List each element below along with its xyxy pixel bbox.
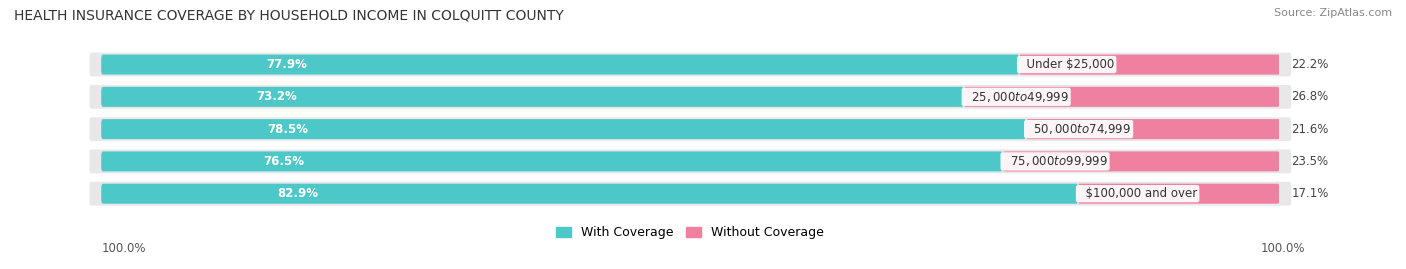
FancyBboxPatch shape	[1078, 184, 1279, 204]
Text: 76.5%: 76.5%	[263, 155, 305, 168]
Text: 82.9%: 82.9%	[277, 187, 318, 200]
Text: 23.5%: 23.5%	[1291, 155, 1329, 168]
FancyBboxPatch shape	[101, 87, 963, 107]
FancyBboxPatch shape	[101, 119, 1026, 139]
Text: HEALTH INSURANCE COVERAGE BY HOUSEHOLD INCOME IN COLQUITT COUNTY: HEALTH INSURANCE COVERAGE BY HOUSEHOLD I…	[14, 8, 564, 22]
FancyBboxPatch shape	[90, 150, 1291, 173]
FancyBboxPatch shape	[101, 55, 1019, 75]
Text: $75,000 to $99,999: $75,000 to $99,999	[1002, 154, 1108, 168]
Text: 22.2%: 22.2%	[1291, 58, 1329, 71]
FancyBboxPatch shape	[90, 53, 1291, 76]
FancyBboxPatch shape	[1019, 55, 1281, 75]
Text: Source: ZipAtlas.com: Source: ZipAtlas.com	[1274, 8, 1392, 18]
FancyBboxPatch shape	[1002, 151, 1279, 171]
FancyBboxPatch shape	[90, 117, 1291, 141]
Legend: With Coverage, Without Coverage: With Coverage, Without Coverage	[557, 226, 824, 239]
Text: 26.8%: 26.8%	[1291, 90, 1329, 103]
FancyBboxPatch shape	[963, 87, 1279, 107]
Text: $50,000 to $74,999: $50,000 to $74,999	[1026, 122, 1130, 136]
Text: 73.2%: 73.2%	[256, 90, 297, 103]
Text: 17.1%: 17.1%	[1291, 187, 1329, 200]
FancyBboxPatch shape	[90, 85, 1291, 109]
FancyBboxPatch shape	[101, 151, 1002, 171]
FancyBboxPatch shape	[90, 182, 1291, 206]
Text: 100.0%: 100.0%	[1260, 242, 1305, 255]
Text: $100,000 and over: $100,000 and over	[1078, 187, 1198, 200]
Text: 21.6%: 21.6%	[1291, 123, 1329, 136]
FancyBboxPatch shape	[1026, 119, 1281, 139]
Text: 100.0%: 100.0%	[101, 242, 146, 255]
Text: 78.5%: 78.5%	[267, 123, 309, 136]
Text: 77.9%: 77.9%	[267, 58, 308, 71]
FancyBboxPatch shape	[101, 184, 1078, 204]
Text: $25,000 to $49,999: $25,000 to $49,999	[963, 90, 1069, 104]
Text: Under $25,000: Under $25,000	[1019, 58, 1115, 71]
